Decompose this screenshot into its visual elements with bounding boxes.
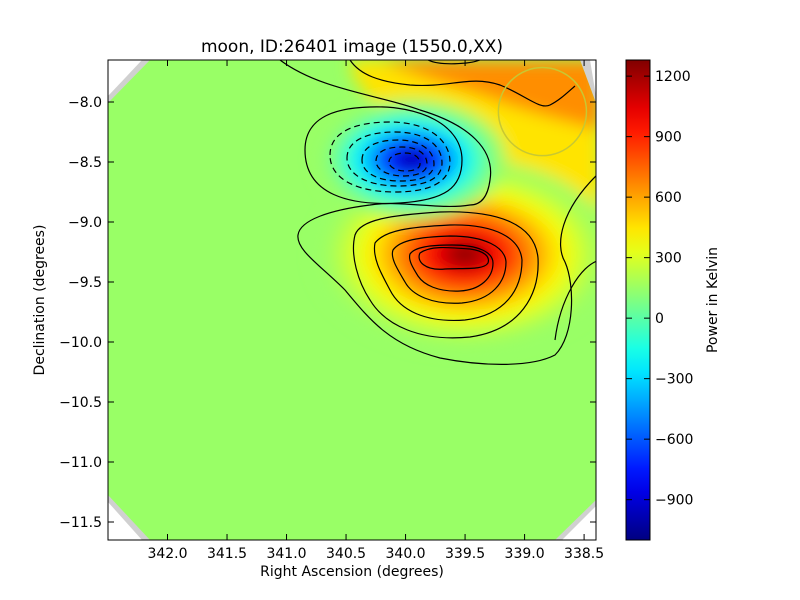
contour-line-3 [304,106,463,205]
colorbar-tick-label: 600 [655,190,682,206]
y-tick-label: −10.0 [59,335,102,351]
plateau-core [380,60,596,130]
x-axis-label: Right Ascension (degrees) [260,564,444,580]
x-axis: 342.0 341.5 341.0 340.5 340.0 339.5 339.0 338.5 [147,60,604,562]
contour-line-7 [391,235,507,304]
y-tick-label: −9.5 [68,275,102,291]
x-tick-label: 339.5 [445,546,485,562]
colorbar-tick-label: 0 [655,311,664,327]
contour-line-6 [373,224,523,322]
maximum-ring [453,246,478,262]
negative-contour-3 [375,146,428,177]
x-tick-label: 341.0 [266,546,306,562]
contour-line-0 [279,60,596,365]
y-axis-label: Declination (degrees) [32,225,48,376]
x-tick-label: 340.5 [326,546,366,562]
x-tick-label: 341.5 [207,546,247,562]
y-tick-label: −8.5 [68,155,102,171]
y-tick-label: −11.0 [59,455,102,471]
contour-lines [279,60,596,365]
contour-line-2 [427,60,481,65]
x-tick-label: 342.0 [147,546,187,562]
contour-line-1 [349,60,576,107]
colorbar-tick-label: 1200 [655,69,691,85]
y-tick-label: −9.0 [68,215,102,231]
contour-line-8 [408,244,494,292]
colorbar-tick-label: 900 [655,130,682,146]
x-tick-label: 338.5 [564,546,604,562]
plot-frame [107,59,597,541]
negative-contour-2 [361,139,435,182]
contour-line-4 [554,259,596,341]
negative-contour-1 [346,131,443,187]
contour-line-9 [418,246,490,270]
heatmap-field [108,60,596,540]
colorbar-tick-label: 300 [655,251,682,267]
y-tick-label: −8.0 [68,95,102,111]
y-tick-label: −10.5 [59,395,102,411]
colorbar-frame [625,59,651,541]
plot-area: 342.0 341.5 341.0 340.5 340.0 339.5 339.0 338.5… [59,59,604,562]
colorbar-tick-label: −600 [655,432,693,448]
contour-line-5 [352,211,539,339]
y-tick-label: −11.5 [59,515,102,531]
negative-contour-4 [388,152,421,172]
colorbar: 1200 900 600 300 0 −300 −600 −900 [625,59,693,541]
colorbar-tick-label: −300 [655,372,693,388]
x-tick-label: 339.0 [505,546,545,562]
minimum-ring [403,154,420,165]
colorbar-gradient [626,60,650,540]
y-axis: −8.0 −8.5 −9.0 −9.5 −10.0 −10.5 −11.0 −11.5 [59,95,596,531]
chart-title: moon, ID:26401 image (1550.0,XX) [201,37,503,57]
colorbar-tick-label: −900 [655,493,693,509]
x-tick-label: 340.0 [386,546,426,562]
reference-circle [497,66,588,157]
colorbar-label: Power in Kelvin [705,247,721,353]
colorbar-ticks: 1200 900 600 300 0 −300 −600 −900 [626,69,693,509]
